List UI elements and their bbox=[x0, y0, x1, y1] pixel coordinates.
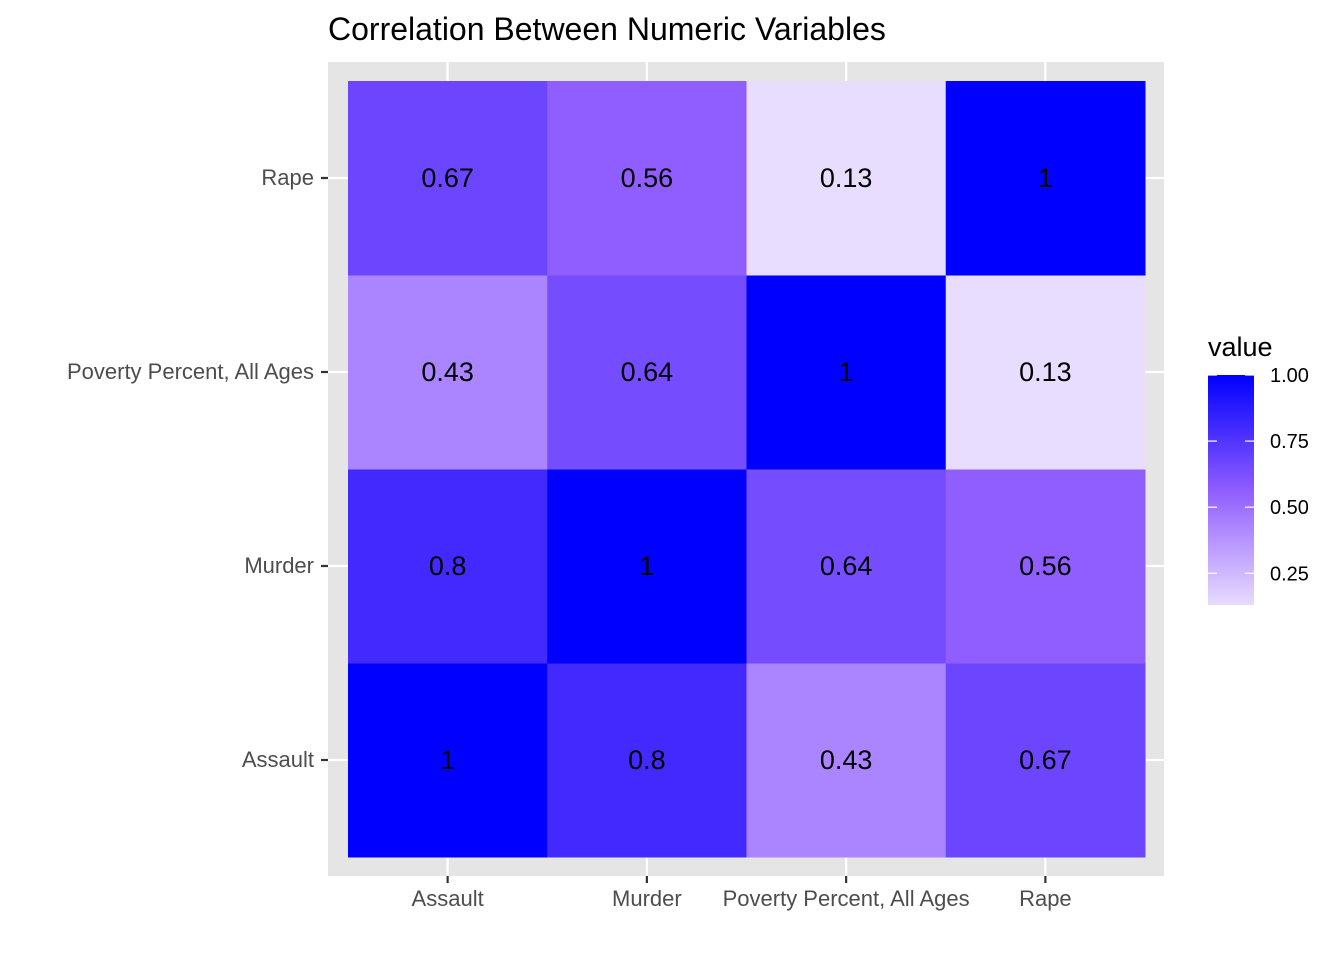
legend-tick-label: 0.50 bbox=[1270, 497, 1309, 519]
y-axis-tick-label: Assault bbox=[242, 747, 314, 772]
heatmap-cell bbox=[547, 663, 747, 858]
heatmap-cell bbox=[945, 469, 1146, 664]
cell-value-label: 0.8 bbox=[628, 745, 666, 775]
cell-value-label: 0.56 bbox=[1019, 551, 1072, 581]
cell-value-label: 0.43 bbox=[820, 745, 873, 775]
cell-value-label: 1 bbox=[440, 745, 455, 775]
color-legend: value 1.00 0.75 0.50 0.25 bbox=[1208, 332, 1309, 605]
legend-colorbar bbox=[1208, 375, 1254, 605]
legend-tick-label: 1.00 bbox=[1270, 365, 1309, 387]
cell-value-label: 0.67 bbox=[1019, 745, 1072, 775]
legend-title: value bbox=[1208, 332, 1273, 362]
heatmap-cell bbox=[348, 81, 548, 276]
cell-value-label: 1 bbox=[1038, 163, 1053, 193]
heatmap-cell bbox=[746, 663, 947, 858]
heatmap-cell bbox=[348, 275, 548, 470]
cell-value-label: 0.13 bbox=[820, 163, 873, 193]
heatmap-cell bbox=[547, 469, 747, 664]
y-axis-tick-label: Poverty Percent, All Ages bbox=[67, 359, 314, 384]
cell-value-label: 0.8 bbox=[429, 551, 467, 581]
heatmap-cell bbox=[945, 81, 1146, 276]
x-axis-tick-label: Rape bbox=[1019, 886, 1072, 911]
x-axis-tick-label: Poverty Percent, All Ages bbox=[723, 886, 970, 911]
cell-value-label: 0.64 bbox=[820, 551, 873, 581]
heatmap-cell bbox=[945, 275, 1146, 470]
cell-value-label: 0.13 bbox=[1019, 357, 1072, 387]
cell-value-label: 0.43 bbox=[421, 357, 474, 387]
chart-title: Correlation Between Numeric Variables bbox=[328, 11, 886, 47]
heatmap-cell bbox=[746, 275, 947, 470]
y-axis-tick-label: Rape bbox=[261, 165, 314, 190]
cell-value-label: 0.67 bbox=[421, 163, 474, 193]
heatmap-cell bbox=[945, 663, 1146, 858]
legend-tick-label: 0.25 bbox=[1270, 563, 1309, 585]
cell-value-label: 1 bbox=[839, 357, 854, 387]
heatmap-cell bbox=[746, 469, 947, 664]
heatmap-cell bbox=[348, 663, 548, 858]
y-axis-tick-label: Murder bbox=[244, 553, 314, 578]
x-axis-tick-label: Assault bbox=[412, 886, 484, 911]
heatmap-cell bbox=[547, 81, 747, 276]
cell-value-label: 1 bbox=[639, 551, 654, 581]
x-axis-tick-label: Murder bbox=[612, 886, 682, 911]
heatmap-cell bbox=[746, 81, 947, 276]
cell-value-label: 0.56 bbox=[621, 163, 674, 193]
legend-tick-label: 0.75 bbox=[1270, 431, 1309, 453]
plot-panel: 1 0.8 0.43 0.67 0.8 1 0.64 0.56 0.43 0.64 1 0.13 0.6… bbox=[67, 62, 1164, 911]
cell-value-label: 0.64 bbox=[621, 357, 674, 387]
heatmap-cell bbox=[547, 275, 747, 470]
heatmap-cell bbox=[348, 469, 548, 664]
